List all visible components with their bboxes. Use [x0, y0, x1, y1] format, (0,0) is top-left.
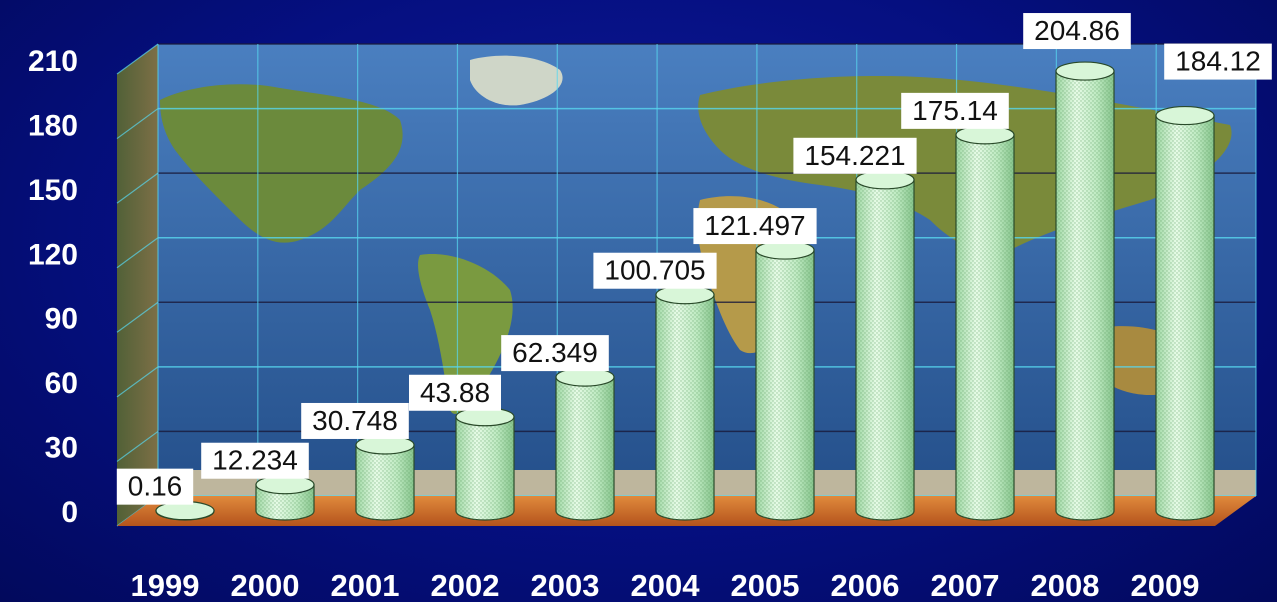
bar-texture [1156, 115, 1214, 520]
data-label-text: 100.705 [604, 255, 705, 286]
gridline-side [116, 430, 159, 462]
data-label-2000: 12.234 [201, 442, 309, 479]
bar-texture [256, 484, 314, 520]
data-label-box [593, 252, 717, 289]
x-category-label: 2006 [831, 568, 900, 602]
y-tick-label: 90 [45, 303, 78, 336]
bar-texture [1056, 71, 1114, 521]
data-label-text: 154.221 [804, 140, 905, 171]
bar-2002 [455, 407, 515, 521]
data-label-text: 43.88 [420, 377, 490, 408]
data-label-2006: 154.221 [793, 137, 917, 174]
bar-texture [856, 179, 914, 520]
data-label-2003: 62.349 [501, 335, 609, 372]
data-label-box [1023, 13, 1131, 50]
data-label-text: 62.349 [512, 337, 598, 368]
data-label-text: 184.12 [1175, 46, 1261, 77]
bar-texture [656, 294, 714, 520]
x-axis-categories: 1999 2000 2001 2002 2003 2004 2005 2006 2007 2008… [131, 568, 1200, 602]
gridline-side [116, 301, 159, 333]
x-category-label: 2009 [1131, 568, 1200, 602]
data-label-box [901, 92, 1009, 129]
y-tick-label: 210 [28, 45, 78, 78]
bar-2007 [955, 125, 1015, 521]
data-label-box [116, 468, 194, 505]
bar-2001 [355, 435, 415, 521]
data-label-text: 12.234 [212, 445, 298, 476]
x-category-label: 2001 [331, 568, 400, 602]
data-label-2008: 204.86 [1023, 13, 1131, 50]
gridline-side [116, 366, 159, 398]
bar-top [1155, 105, 1215, 126]
gridline-side [116, 108, 159, 140]
y-tick-label: 30 [45, 432, 78, 465]
bar-2008 [1055, 61, 1115, 521]
data-label-1999: 0.16 [116, 468, 194, 505]
bar-texture [456, 416, 514, 520]
bar-texture [356, 444, 414, 520]
bar-texture [556, 377, 614, 520]
data-label-2009: 184.12 [1164, 43, 1272, 80]
data-label-box [409, 374, 501, 411]
data-label-2001: 30.748 [301, 402, 409, 439]
y-tick-label: 150 [28, 174, 78, 207]
x-category-label: 2003 [531, 568, 600, 602]
bar-2006 [855, 170, 915, 521]
y-tick-label: 60 [45, 367, 78, 400]
data-label-box [201, 442, 309, 479]
data-label-text: 175.14 [912, 95, 998, 126]
data-label-box [301, 402, 409, 439]
x-category-label: 2000 [231, 568, 300, 602]
y-tick-label: 120 [28, 238, 78, 271]
data-label-2007: 175.14 [901, 92, 1009, 129]
data-label-text: 204.86 [1034, 15, 1120, 46]
x-category-label: 2002 [431, 568, 500, 602]
bar-top [1055, 61, 1115, 81]
data-label-box [501, 335, 609, 372]
data-label-text: 0.16 [128, 471, 183, 502]
gridline-side [116, 43, 159, 75]
bar-2003 [555, 367, 615, 521]
bars [155, 61, 1215, 521]
bar-texture [956, 134, 1014, 520]
bar-2005 [755, 240, 815, 521]
data-labels: 0.16 12.234 30.748 43.88 62.349 100.705 121.49… [116, 13, 1272, 505]
data-label-box [793, 137, 917, 174]
data-label-text: 30.748 [312, 405, 398, 436]
bar-2000 [255, 475, 315, 521]
bar-2004 [655, 285, 715, 521]
x-category-label: 1999 [131, 568, 200, 602]
x-category-label: 2007 [931, 568, 1000, 602]
x-category-label: 2005 [731, 568, 800, 602]
data-label-box [1164, 43, 1272, 80]
data-label-2005: 121.497 [693, 208, 817, 245]
bar-2009 [1155, 105, 1215, 521]
data-label-2002: 43.88 [409, 374, 501, 411]
x-category-label: 2008 [1031, 568, 1100, 602]
y-tick-label: 180 [28, 109, 78, 142]
left-wall [117, 44, 158, 526]
y-axis-ticks: 0 30 60 90 120 150 180 210 [28, 45, 78, 529]
bar-texture [756, 250, 814, 520]
data-label-text: 121.497 [704, 210, 805, 241]
bar-1999 [155, 501, 215, 521]
data-label-2004: 100.705 [593, 252, 717, 289]
x-category-label: 2004 [631, 568, 701, 602]
y-tick-label: 0 [61, 496, 78, 529]
data-label-box [693, 208, 817, 245]
gridline-side [116, 237, 159, 269]
gridline-side [116, 172, 159, 204]
